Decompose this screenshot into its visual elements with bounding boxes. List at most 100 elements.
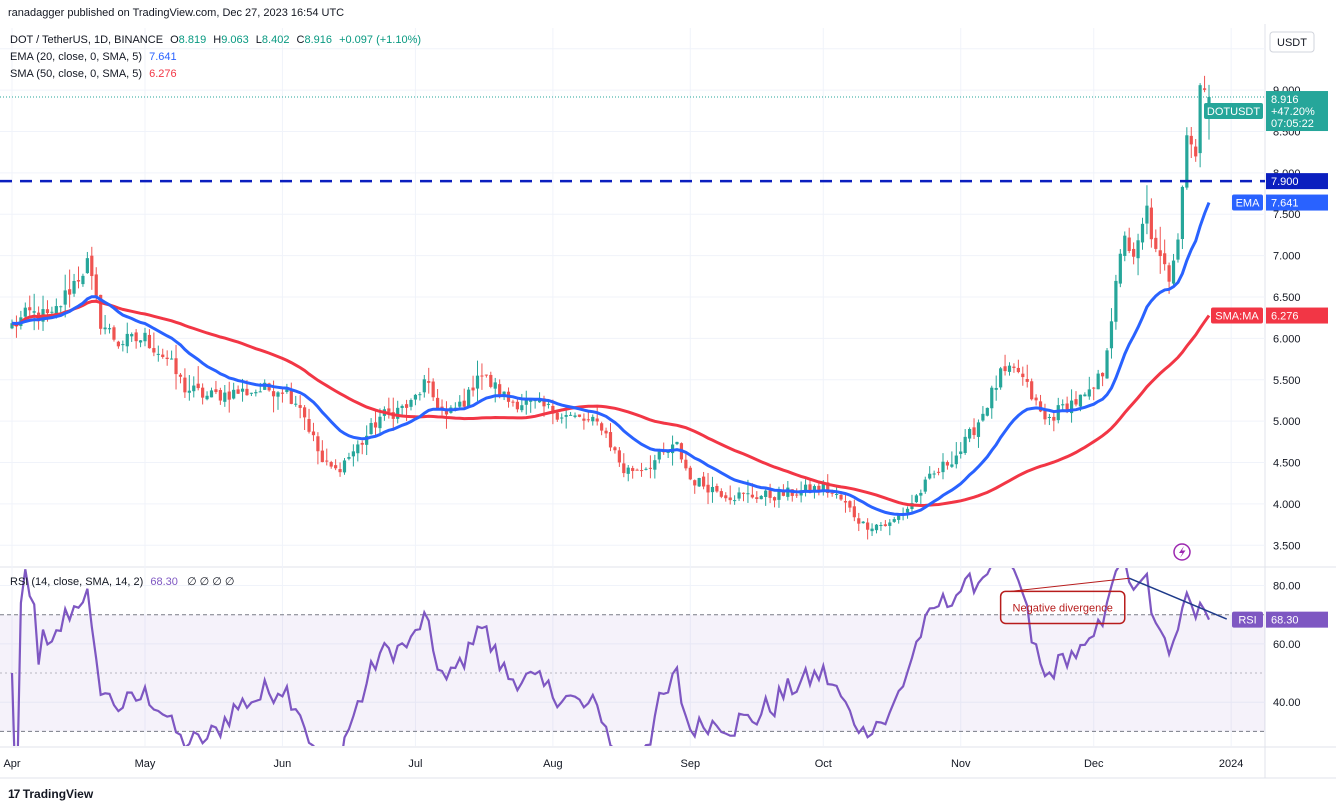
candle-body xyxy=(808,484,812,493)
candle-body xyxy=(223,392,227,402)
candle-body xyxy=(524,400,528,405)
price-tick-label: 6.000 xyxy=(1273,333,1301,345)
candle-body xyxy=(338,469,342,473)
candle-body xyxy=(303,407,307,418)
candle-body xyxy=(950,464,954,467)
time-tick-label: Jul xyxy=(408,758,422,770)
candle-body xyxy=(351,451,355,457)
legend-rsi-value: 68.30 xyxy=(150,576,178,588)
candle-body xyxy=(413,394,418,400)
candle-body xyxy=(50,311,54,313)
time-tick-label: May xyxy=(135,758,156,770)
candle-body xyxy=(764,490,768,497)
candle-body xyxy=(1158,250,1162,257)
candle-body xyxy=(644,468,648,470)
divergence-box[interactable] xyxy=(999,590,1126,625)
candle-body xyxy=(843,501,848,503)
candle-body xyxy=(675,441,679,445)
candle-body xyxy=(218,390,222,401)
candle-body xyxy=(201,387,205,398)
candle-body xyxy=(715,485,719,492)
price-tick-label: 4.500 xyxy=(1273,458,1301,470)
candle-body xyxy=(941,461,945,473)
candle-body xyxy=(360,442,364,445)
price-tick-label: 6.500 xyxy=(1273,292,1301,304)
candle-body xyxy=(1083,394,1087,397)
candle-body xyxy=(990,387,994,409)
candle-body xyxy=(1030,381,1034,400)
lightning-icon[interactable] xyxy=(1173,543,1191,561)
currency-label: USDT xyxy=(1277,37,1307,49)
candle-body xyxy=(240,388,245,392)
price-badge-value-text: +47.20% xyxy=(1271,106,1315,118)
price-badge-label-box xyxy=(1204,103,1263,120)
candle-body xyxy=(622,463,626,474)
candle-body xyxy=(515,401,519,410)
ema-badge-value-box xyxy=(1266,194,1328,211)
candle-body xyxy=(458,401,462,407)
grid xyxy=(0,28,1265,746)
candle-body xyxy=(23,307,27,317)
candle-body xyxy=(462,400,466,407)
candle-body xyxy=(143,332,147,342)
candle-body xyxy=(325,460,329,462)
candle-body xyxy=(928,473,932,479)
candle-body xyxy=(702,476,706,487)
rsi-plot[interactable] xyxy=(10,559,1210,808)
candle-body xyxy=(1118,253,1122,284)
candle-body xyxy=(107,328,112,330)
candle-body xyxy=(156,353,160,355)
candle-body xyxy=(232,389,236,399)
candle-body xyxy=(68,289,72,295)
candle-body xyxy=(733,500,737,502)
candle-body xyxy=(356,444,360,454)
candle-body xyxy=(772,497,777,501)
candle-body xyxy=(591,416,595,422)
candle-body xyxy=(409,400,413,407)
sma-badge-label-box xyxy=(1211,307,1263,324)
legend-symbol: DOT / TetherUS, 1D, BINANCE xyxy=(10,34,163,46)
candle-body xyxy=(1176,239,1180,260)
annotations: Negative divergence xyxy=(0,179,1265,625)
candle-body xyxy=(59,306,63,308)
candle-body xyxy=(1202,88,1207,90)
divergence-trendline[interactable] xyxy=(1128,577,1228,620)
candle-body xyxy=(298,405,302,408)
candle-body xyxy=(404,404,409,408)
legend-o: 8.819 xyxy=(179,34,207,46)
candle-body xyxy=(480,375,484,377)
legend-c: 8.916 xyxy=(304,34,332,46)
legend-ema-value: 7.641 xyxy=(149,51,177,63)
candle-body xyxy=(1163,253,1167,265)
candle-body xyxy=(161,354,165,358)
candle-body xyxy=(1007,365,1012,372)
candle-body xyxy=(839,494,843,500)
candle-body xyxy=(54,306,58,315)
candle-body xyxy=(648,467,652,469)
candle-body xyxy=(821,483,825,491)
candle-body xyxy=(1101,372,1105,377)
candle-body xyxy=(1171,260,1176,284)
sma-50-line xyxy=(11,299,1211,508)
candle-body xyxy=(427,381,431,383)
price-badge-value-text: 8.916 xyxy=(1271,94,1299,106)
candle-body xyxy=(555,412,559,420)
candle-body xyxy=(1056,405,1060,421)
candle-body xyxy=(1069,400,1074,414)
candle-body xyxy=(1074,399,1078,405)
candle-body xyxy=(635,469,639,471)
candle-body xyxy=(134,332,138,342)
price-plot[interactable] xyxy=(0,75,1265,540)
candle-body xyxy=(1149,207,1153,240)
candle-body xyxy=(866,522,870,530)
candle-body xyxy=(520,405,524,411)
candle-body xyxy=(1145,205,1149,224)
candle-body xyxy=(280,392,285,394)
candle-body xyxy=(387,408,391,412)
currency-button[interactable] xyxy=(1269,31,1315,53)
candle-body xyxy=(178,374,183,377)
candle-body xyxy=(32,311,36,313)
candle-body xyxy=(684,459,688,469)
time-tick-label: Sep xyxy=(681,758,701,770)
tradingview-footer[interactable]: 17 TradingView xyxy=(8,787,93,801)
